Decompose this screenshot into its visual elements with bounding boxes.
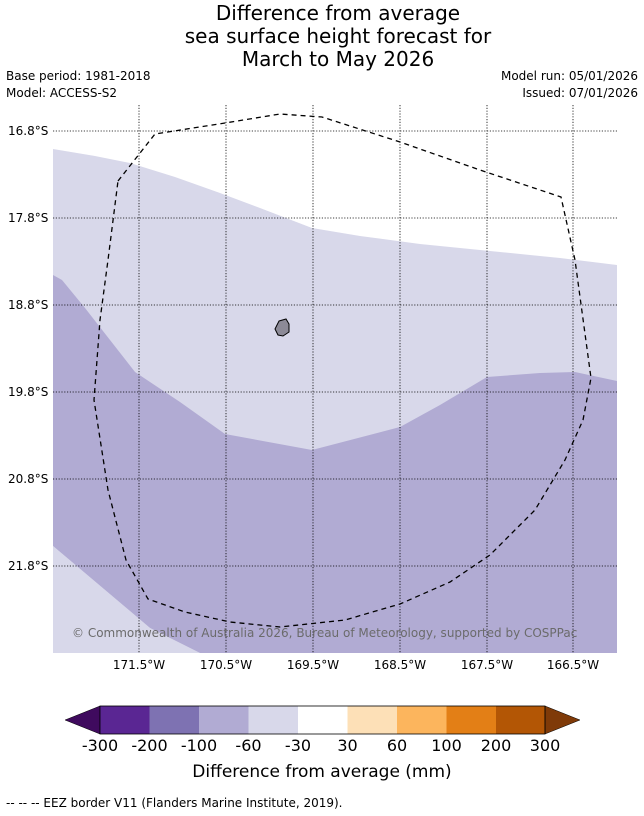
eez-border-note: -- -- -- EEZ border V11 (Flanders Marine…: [6, 796, 343, 810]
colorbar-outline: [99, 705, 546, 735]
title-line-1: Difference from average: [215, 1, 461, 25]
colorbar-segment: [496, 706, 545, 734]
colorbar-segment: [100, 706, 150, 734]
colorbar-title: Difference from average (mm): [192, 762, 452, 782]
lon-tick: 169.5°W: [286, 658, 340, 672]
eez-border: [93, 113, 592, 628]
model-run: Model run: 05/01/2026: [500, 69, 638, 83]
colorbar-label: 30: [337, 736, 358, 755]
model-name: Model: ACCESS-S2: [6, 86, 118, 100]
lon-tick: 166.5°W: [546, 658, 600, 672]
lat-tick: 21.8°S: [8, 559, 49, 573]
title-line-3: March to May 2026: [241, 47, 435, 71]
lon-tick: 168.5°W: [373, 658, 427, 672]
lat-tick: 18.8°S: [8, 298, 49, 312]
colorbar-label: -200: [131, 736, 168, 755]
map-panel: [53, 105, 617, 653]
colorbar-label: 100: [431, 736, 462, 755]
colorbar: [64, 705, 581, 735]
colorbar-segment: [199, 706, 249, 734]
colorbar-segment: [149, 706, 199, 734]
anomaly-band-minus60-minus30-southwest: [53, 546, 200, 653]
colorbar-label: 200: [480, 736, 512, 755]
colorbar-label: 300: [529, 736, 561, 755]
colorbar-extend-low: [64, 705, 101, 735]
title-line-2: sea surface height forecast for: [184, 24, 492, 48]
colorbar-label: -60: [235, 736, 262, 755]
colorbar-label: 60: [386, 736, 408, 755]
base-period: Base period: 1981-2018: [6, 69, 151, 83]
colorbar-label: -300: [81, 736, 119, 755]
colorbar-segment: [446, 706, 496, 734]
colorbar-segment: [397, 706, 447, 734]
lon-tick: 170.5°W: [199, 658, 253, 672]
issued-date: Issued: 07/01/2026: [522, 86, 638, 100]
niue-island: [274, 318, 290, 337]
copyright-notice: © Commonwealth of Australia 2026, Bureau…: [72, 626, 578, 640]
colorbar-label: -30: [284, 736, 312, 755]
anomaly-band-minus100-minus60: [53, 275, 617, 653]
lat-tick: 16.8°S: [8, 124, 49, 138]
graticule: [53, 105, 617, 653]
colorbar-label: -100: [180, 736, 218, 755]
lon-tick: 167.5°W: [460, 658, 514, 672]
lat-tick: 17.8°S: [8, 211, 49, 225]
colorbar-segment: [347, 706, 397, 734]
lat-tick: 20.8°S: [8, 472, 49, 486]
lon-tick: 171.5°W: [112, 658, 166, 672]
colorbar-segment: [298, 706, 348, 734]
colorbar-extend-high: [544, 705, 581, 735]
lat-tick: 19.8°S: [8, 385, 49, 399]
colorbar-segment: [248, 706, 298, 734]
